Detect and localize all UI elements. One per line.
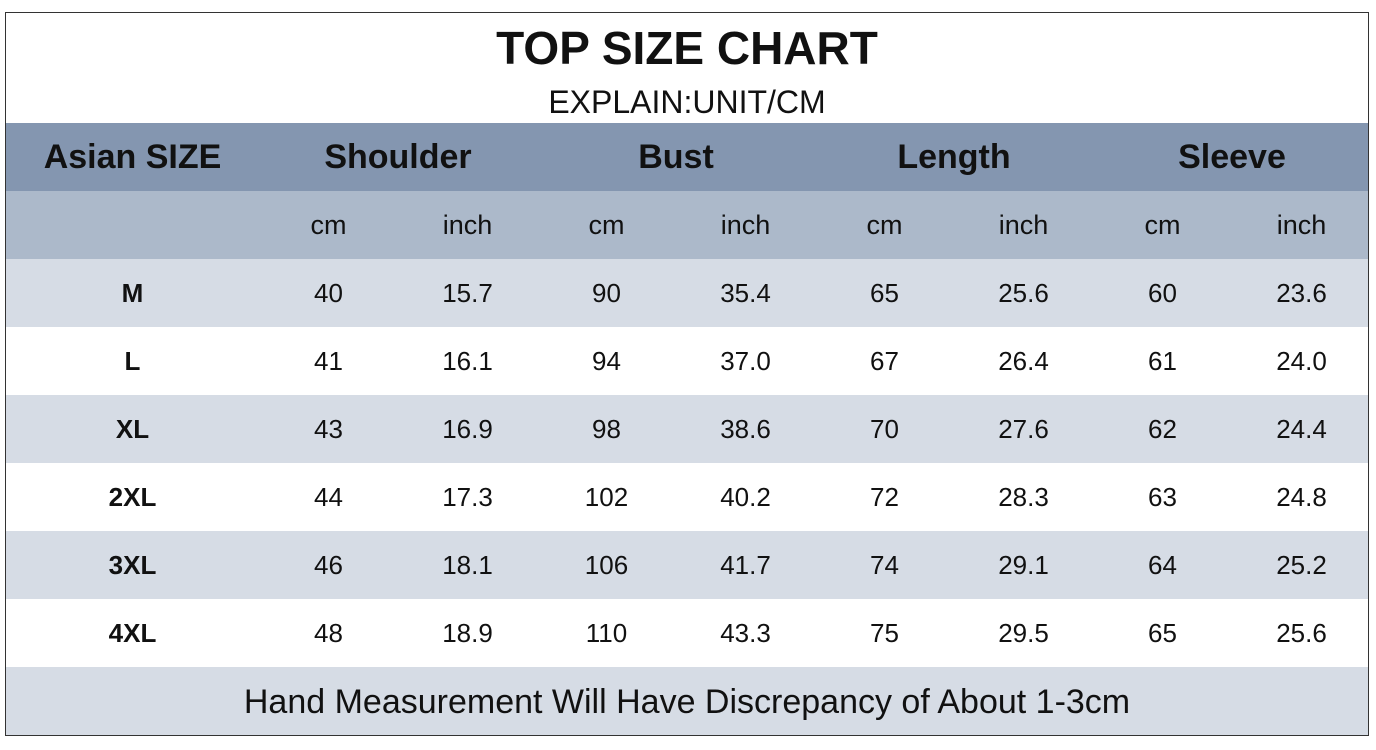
cell: 23.6	[1276, 277, 1327, 308]
cell: 24.0	[1276, 345, 1327, 376]
cell: 29.5	[998, 617, 1049, 648]
cell: 15.7	[442, 277, 493, 308]
data-row	[6, 259, 1368, 327]
cell: 60	[1148, 277, 1177, 308]
cell: 46	[314, 549, 343, 580]
group-header: Shoulder	[324, 137, 472, 176]
cell: 18.1	[442, 549, 493, 580]
cell: 27.6	[998, 413, 1049, 444]
cell: 41.7	[720, 549, 771, 580]
data-row	[6, 599, 1368, 667]
cell: 65	[1148, 617, 1177, 648]
unit-label: inch	[442, 209, 493, 240]
cell: 62	[1148, 413, 1177, 444]
size-label: M	[121, 277, 144, 308]
cell: 106	[584, 549, 629, 580]
cell: 18.9	[442, 617, 493, 648]
unit-label: cm	[1144, 209, 1181, 240]
unit-label: inch	[720, 209, 771, 240]
cell: 29.1	[998, 549, 1049, 580]
cell: 17.3	[442, 481, 493, 512]
cell: 94	[592, 345, 621, 376]
size-label: L	[124, 345, 141, 376]
size-header: Asian SIZE	[43, 137, 222, 176]
cell: 35.4	[720, 277, 771, 308]
title: TOP SIZE CHART	[496, 22, 878, 74]
unit-label: cm	[588, 209, 625, 240]
cell: 67	[870, 345, 899, 376]
cell: 65	[870, 277, 899, 308]
cell: 24.8	[1276, 481, 1327, 512]
cell: 72	[870, 481, 899, 512]
cell: 110	[585, 617, 628, 648]
data-row	[6, 531, 1368, 599]
unit-row	[6, 191, 1368, 259]
unit-label: cm	[866, 209, 903, 240]
size-chart: TOP SIZE CHART EXPLAIN:UNIT/CM Hand Meas…	[5, 12, 1369, 736]
size-label: 3XL	[108, 549, 157, 580]
group-header: Bust	[638, 137, 714, 176]
unit-label: cm	[310, 209, 347, 240]
cell: 16.9	[442, 413, 493, 444]
cell: 40	[314, 277, 343, 308]
footer-row	[6, 667, 1368, 735]
unit-label: inch	[1276, 209, 1327, 240]
cell: 48	[314, 617, 343, 648]
cell: 63	[1148, 481, 1177, 512]
footer: Hand Measurement Will Have Discrepancy o…	[243, 682, 1131, 721]
data-row	[6, 395, 1368, 463]
cell: 70	[870, 413, 899, 444]
cell: 102	[584, 481, 629, 512]
size-label: 2XL	[108, 481, 157, 512]
cell: 28.3	[998, 481, 1049, 512]
cell: 98	[592, 413, 621, 444]
cell: 43.3	[720, 617, 771, 648]
data-row	[6, 327, 1368, 395]
cell: 61	[1148, 345, 1177, 376]
size-label: XL	[115, 413, 150, 444]
header-row	[6, 123, 1368, 191]
cell: 38.6	[720, 413, 771, 444]
cell: 25.2	[1276, 549, 1327, 580]
unit-label: inch	[998, 209, 1049, 240]
cell: 25.6	[998, 277, 1049, 308]
cell: 40.2	[720, 481, 771, 512]
data-row	[6, 463, 1368, 531]
cell: 64	[1148, 549, 1177, 580]
cell: 16.1	[442, 345, 493, 376]
cell: 25.6	[1276, 617, 1327, 648]
cell: 44	[314, 481, 343, 512]
cell: 41	[314, 345, 343, 376]
cell: 74	[870, 549, 899, 580]
group-header: Sleeve	[1178, 137, 1286, 176]
cell: 90	[592, 277, 621, 308]
cell: 24.4	[1276, 413, 1327, 444]
cell: 75	[870, 617, 899, 648]
size-label: 4XL	[108, 617, 157, 648]
cell: 37.0	[720, 345, 771, 376]
subtitle: EXPLAIN:UNIT/CM	[548, 83, 826, 120]
cell: 43	[314, 413, 343, 444]
group-header: Length	[897, 137, 1011, 176]
cell: 26.4	[998, 345, 1049, 376]
